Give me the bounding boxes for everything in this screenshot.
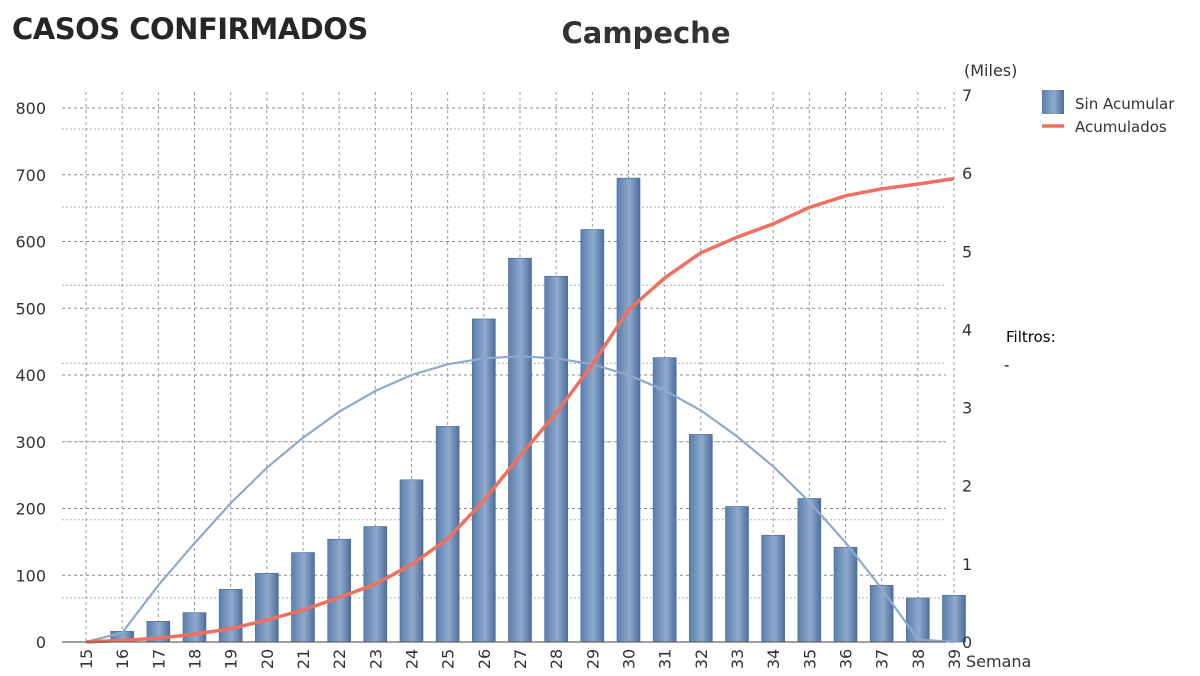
y-tick-label: 600	[15, 233, 46, 252]
y2-tick-label: 4	[962, 320, 972, 339]
bar	[761, 534, 785, 643]
bar-series	[110, 177, 966, 643]
x-tick-label: 15	[77, 649, 96, 669]
bar	[906, 597, 930, 643]
x-tick-label: 32	[692, 649, 711, 669]
line-series	[85, 176, 955, 644]
y-tick-label: 200	[15, 500, 46, 519]
y-tick-label: 800	[15, 99, 46, 118]
bar	[508, 257, 532, 643]
legend: Sin Acumular Acumulados	[1042, 90, 1175, 136]
x-tick-label: 39	[945, 649, 964, 669]
bar	[833, 546, 858, 643]
y2-tick-label: 0	[962, 633, 972, 652]
x-axis-label: Semana	[966, 652, 1031, 671]
x-tick-label: 29	[583, 649, 602, 669]
x-tick-label: 23	[366, 649, 385, 669]
x-tick-label: 30	[620, 649, 639, 669]
y-tick-label: 0	[36, 633, 46, 652]
x-tick-label: 16	[113, 649, 132, 669]
x-tick-label: 21	[294, 649, 313, 669]
bar	[580, 229, 605, 643]
legend-label-acumulados: Acumulados	[1075, 118, 1167, 136]
chart-title: Campeche	[561, 16, 731, 50]
x-tick-label: 38	[909, 649, 928, 669]
x-tick-label: 20	[258, 649, 277, 669]
y2-tick-label: 7	[962, 86, 972, 105]
x-tick-label: 24	[403, 649, 422, 669]
x-tick-label: 19	[222, 649, 241, 669]
bar	[797, 498, 822, 643]
y2-tick-label: 3	[962, 399, 972, 418]
x-tick-label: 31	[656, 649, 675, 669]
page-title: CASOS CONFIRMADOS	[12, 12, 368, 46]
legend-swatch-sin-acumular	[1042, 90, 1064, 114]
y-tick-label: 300	[15, 433, 46, 452]
x-tick-label: 25	[439, 649, 458, 669]
bar	[652, 357, 677, 643]
x-tick-label: 36	[837, 649, 856, 669]
x-tick-label: 34	[764, 649, 783, 669]
x-tick-label: 18	[186, 649, 205, 669]
bar	[182, 612, 207, 643]
y-tick-label: 500	[15, 299, 46, 318]
y2-tick-label: 5	[962, 242, 972, 261]
x-tick-label: 27	[511, 649, 530, 669]
x-tick-label: 33	[728, 649, 747, 669]
bar	[218, 588, 243, 643]
bar	[689, 434, 713, 643]
x-tick-label: 26	[475, 649, 494, 669]
bar	[869, 584, 894, 643]
trend-line	[85, 355, 955, 644]
accumulated-line	[85, 176, 955, 644]
bar	[327, 538, 351, 643]
filters-value: -	[1004, 356, 1010, 374]
bar	[616, 177, 641, 643]
y2-axis-unit-label: (Miles)	[964, 61, 1017, 80]
y2-tick-label: 6	[962, 164, 972, 183]
x-tick-label: 28	[547, 649, 566, 669]
bar	[725, 506, 749, 643]
y2-tick-label: 1	[962, 555, 972, 574]
bar	[435, 426, 460, 643]
x-tick-label: 17	[149, 649, 168, 669]
y-tick-label: 700	[15, 166, 46, 185]
y2-tick-label: 2	[962, 477, 972, 496]
x-tick-label: 22	[330, 649, 349, 669]
y-tick-label: 400	[15, 366, 46, 385]
x-tick-label: 37	[873, 649, 892, 669]
bar	[472, 318, 496, 643]
bar	[291, 552, 315, 643]
y-tick-label: 100	[15, 566, 46, 585]
bar	[544, 275, 568, 643]
legend-label-sin-acumular: Sin Acumular	[1075, 95, 1175, 113]
filters-label: Filtros:	[1006, 328, 1056, 346]
x-tick-label: 35	[800, 649, 819, 669]
bar	[255, 572, 279, 643]
